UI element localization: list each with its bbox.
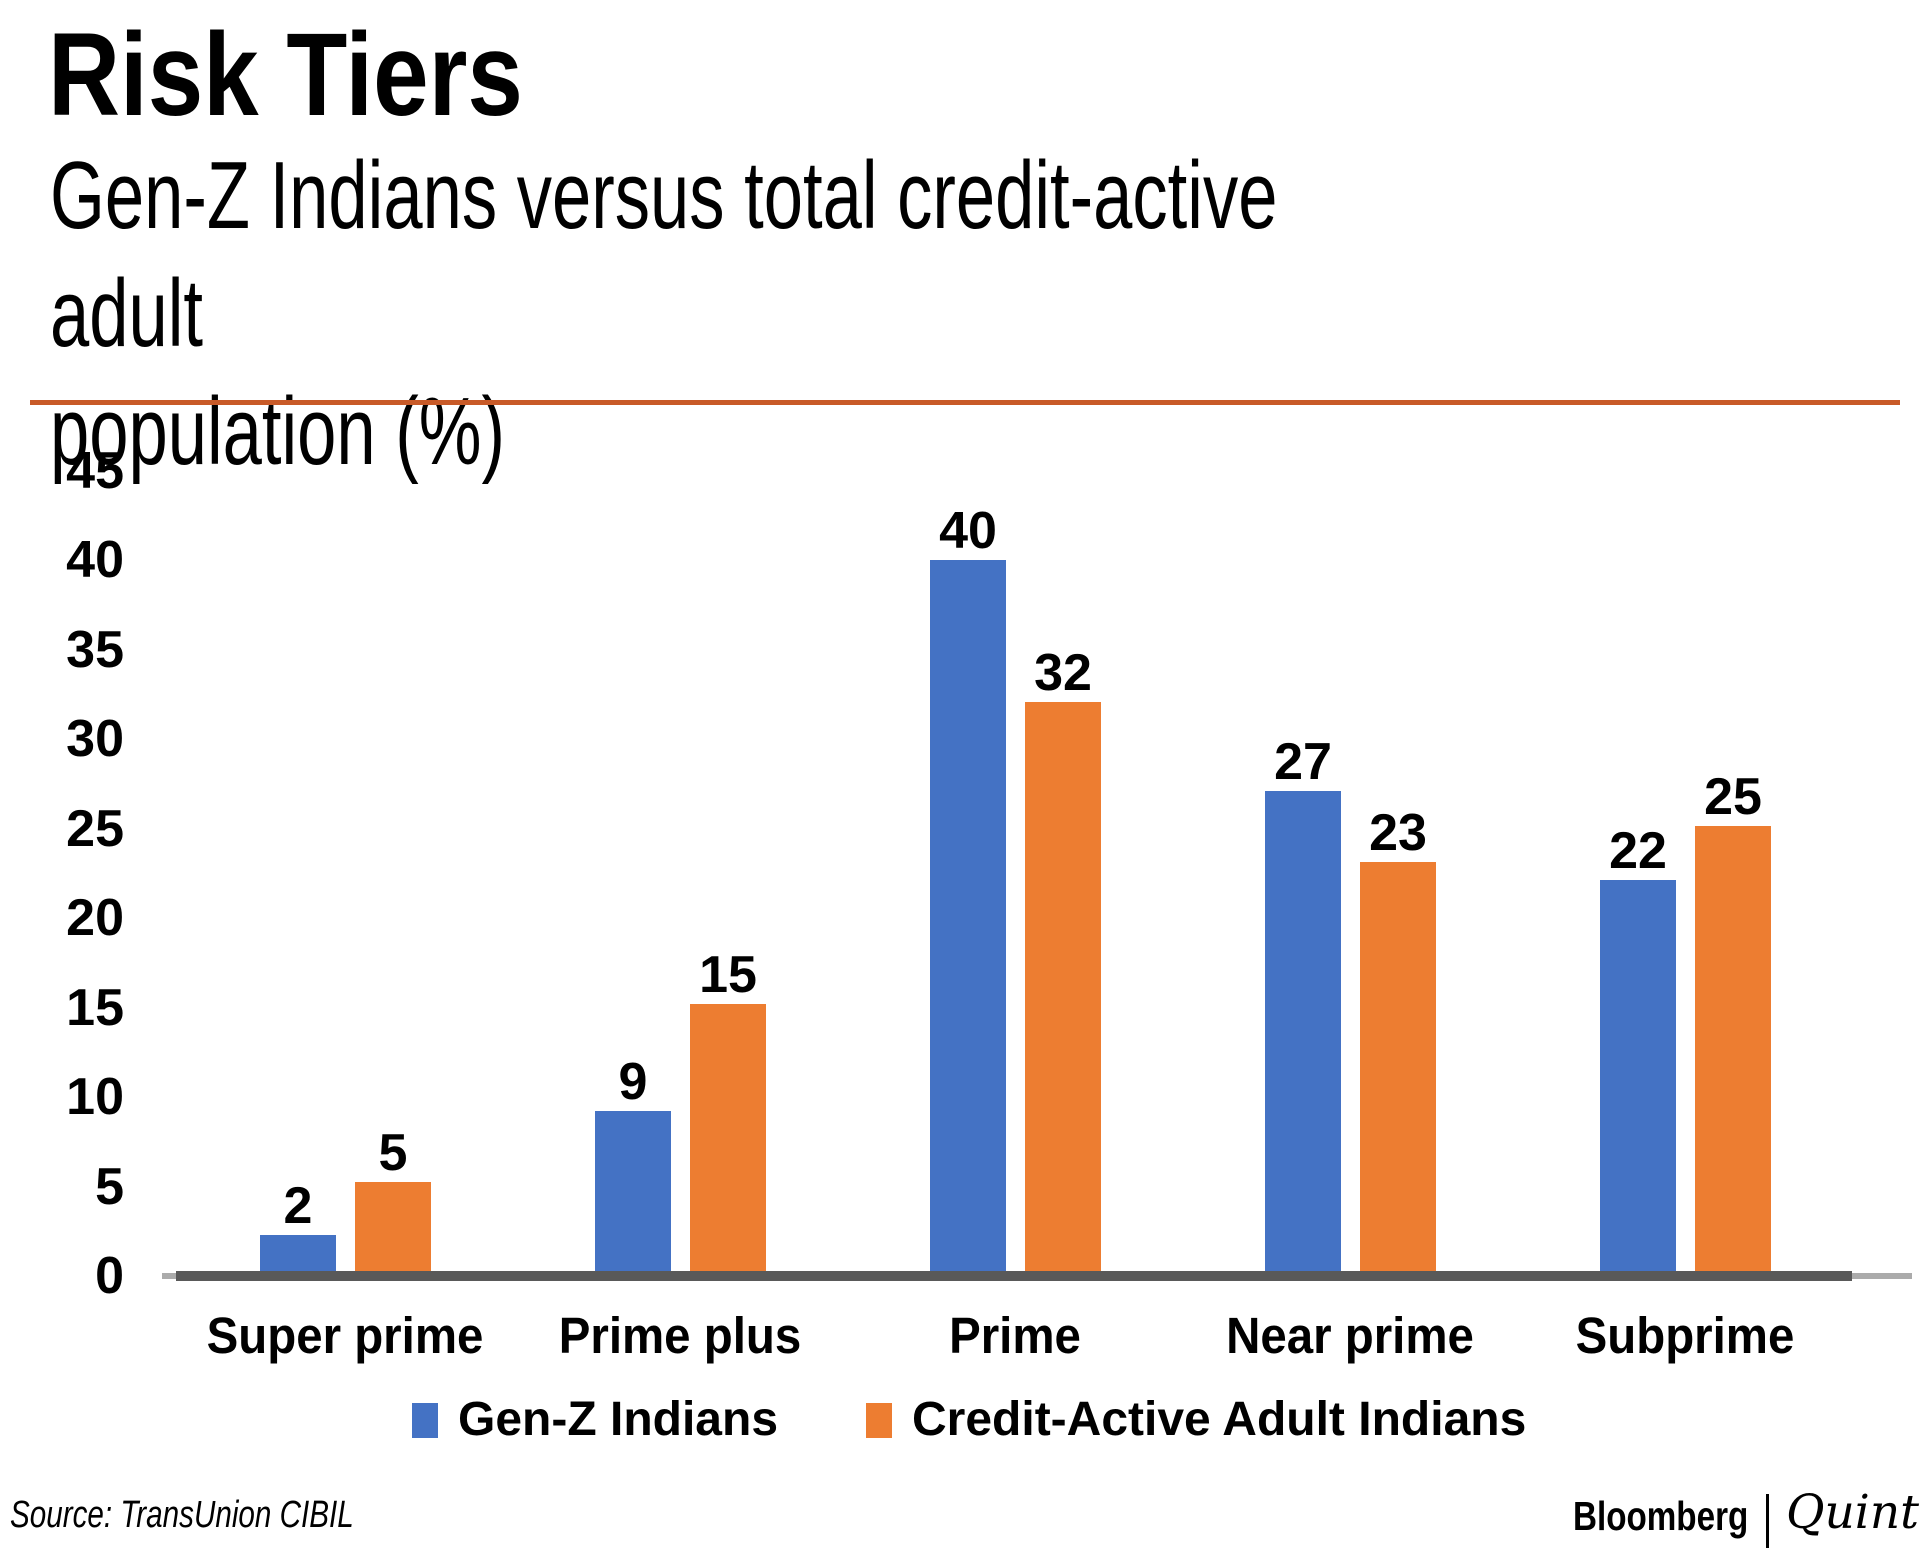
y-axis-tick-label-25: 25 bbox=[66, 800, 124, 858]
bar-value-label-credit-active-adult-indians-near-prime: 23 bbox=[1369, 804, 1427, 862]
y-axis-tick-label-10: 10 bbox=[66, 1068, 124, 1126]
bar-value-label-gen-z-indians-near-prime: 27 bbox=[1274, 733, 1332, 791]
x-axis-category-label-prime-plus: Prime plus bbox=[558, 1307, 802, 1364]
x-axis-category-label-subprime: Subprime bbox=[1575, 1307, 1795, 1364]
x-axis-category-label-prime: Prime bbox=[949, 1307, 1081, 1364]
quint-logo: Quint bbox=[1786, 1485, 1919, 1540]
y-axis-tick-label-5: 5 bbox=[95, 1158, 124, 1216]
bar-value-label-gen-z-indians-super-prime: 2 bbox=[283, 1177, 313, 1235]
source-note: Source: TransUnion CIBIL bbox=[10, 1494, 354, 1536]
x-axis-line bbox=[176, 1271, 1852, 1281]
bloomberg-logo: Bloomberg bbox=[1573, 1493, 1749, 1539]
accent-divider-rule bbox=[30, 400, 1900, 405]
y-axis-tick-label-0: 0 bbox=[95, 1247, 124, 1305]
bar-gen-z-indians-prime-plus bbox=[595, 1111, 671, 1271]
bar-value-label-gen-z-indians-prime-plus: 9 bbox=[618, 1053, 648, 1111]
bar-value-label-credit-active-adult-indians-subprime: 25 bbox=[1704, 768, 1762, 826]
legend-swatch-credit-active-adult-indians bbox=[866, 1403, 892, 1438]
bar-credit-active-adult-indians-near-prime bbox=[1360, 862, 1436, 1271]
bar-credit-active-adult-indians-subprime bbox=[1695, 826, 1771, 1271]
bar-value-label-credit-active-adult-indians-prime: 32 bbox=[1034, 644, 1092, 702]
bar-gen-z-indians-near-prime bbox=[1265, 791, 1341, 1271]
bar-gen-z-indians-super-prime bbox=[260, 1235, 336, 1271]
bar-value-label-credit-active-adult-indians-prime-plus: 15 bbox=[699, 946, 757, 1004]
chart-title: Risk Tiers bbox=[48, 9, 523, 141]
y-axis-tick-label-20: 20 bbox=[66, 889, 124, 947]
brand-divider-line bbox=[1766, 1494, 1769, 1548]
y-axis-tick-label-15: 15 bbox=[66, 979, 124, 1037]
legend-label-gen-z-indians: Gen-Z Indians bbox=[458, 1393, 779, 1446]
bar-value-label-credit-active-adult-indians-super-prime: 5 bbox=[378, 1124, 408, 1182]
y-axis-tick-label-45: 45 bbox=[66, 442, 124, 500]
legend-label-credit-active-adult-indians: Credit-Active Adult Indians bbox=[912, 1393, 1527, 1446]
x-axis-category-label-super-prime: Super prime bbox=[206, 1307, 484, 1364]
bar-credit-active-adult-indians-prime-plus bbox=[690, 1004, 766, 1271]
bar-credit-active-adult-indians-super-prime bbox=[355, 1182, 431, 1271]
bar-gen-z-indians-prime bbox=[930, 560, 1006, 1271]
y-axis-tick-label-35: 35 bbox=[66, 621, 124, 679]
bar-credit-active-adult-indians-prime bbox=[1025, 702, 1101, 1271]
legend-swatch-gen-z-indians bbox=[412, 1403, 438, 1438]
bar-gen-z-indians-subprime bbox=[1600, 880, 1676, 1271]
bar-value-label-gen-z-indians-subprime: 22 bbox=[1609, 822, 1667, 880]
x-axis-category-label-near-prime: Near prime bbox=[1226, 1307, 1474, 1364]
y-axis-tick-label-30: 30 bbox=[66, 710, 124, 768]
chart-subtitle: Gen-Z Indians versus total credit-active… bbox=[50, 142, 1278, 485]
bar-value-label-gen-z-indians-prime: 40 bbox=[939, 502, 997, 560]
y-axis-tick-label-40: 40 bbox=[66, 531, 124, 589]
